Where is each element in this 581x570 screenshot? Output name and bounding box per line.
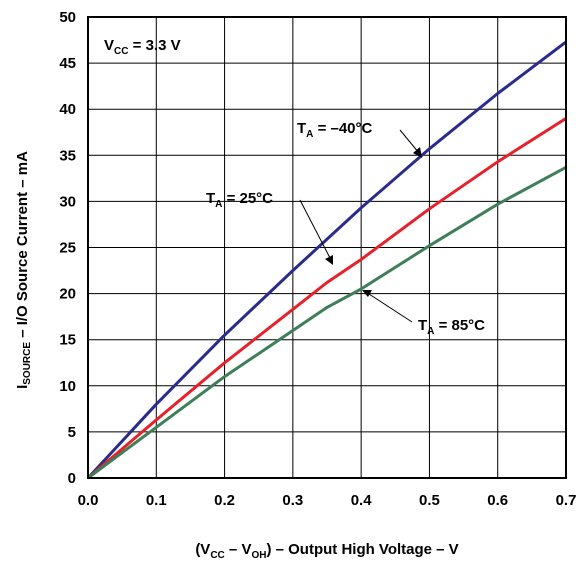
y-tick-label: 50 <box>59 9 76 26</box>
y-tick-label: 35 <box>59 147 76 164</box>
x-tick-label: 0.6 <box>487 492 508 509</box>
series-line-2 <box>87 165 567 480</box>
x-tick-label: 0.0 <box>78 492 99 509</box>
annotation-arrow-ta-25 <box>325 255 333 265</box>
annotation-leader-ta-minus40 <box>399 129 420 154</box>
annotation-ta-minus40: TA = –40°C <box>297 120 373 140</box>
series-lines <box>86 40 567 480</box>
y-tick-label: 10 <box>59 378 76 395</box>
annotation-arrow-ta-minus40 <box>413 147 422 158</box>
annotation-leader-ta-85 <box>368 293 413 323</box>
y-tick-label: 0 <box>68 470 76 487</box>
x-tick-label: 0.2 <box>214 492 235 509</box>
x-tick-label: 0.7 <box>556 492 577 509</box>
series-line-0 <box>86 40 567 480</box>
tick-labels: 0.0 0.1 0.2 0.3 0.4 0.5 0.6 0.7 0 5 10 15 20 25 30 35 40… <box>59 9 576 509</box>
x-tick-label: 0.4 <box>351 492 373 509</box>
annotation-leader-ta-25 <box>299 199 331 259</box>
x-tick-label: 0.5 <box>419 492 440 509</box>
condition-label: VCC = 3.3 V <box>104 37 181 57</box>
y-axis-label: ISOURCE – I/O Source Current – mA <box>14 151 33 389</box>
annotation-ta-85: TA = 85°C <box>418 317 485 337</box>
y-tick-label: 40 <box>59 101 76 118</box>
x-axis-label: (VCC – VOH) – Output High Voltage – V <box>195 541 458 561</box>
y-tick-label: 45 <box>59 55 76 72</box>
y-tick-label: 5 <box>68 424 76 441</box>
y-tick-label: 30 <box>59 193 76 210</box>
plot-frame <box>87 16 567 479</box>
annotation-ta-25: TA = 25°C <box>206 190 273 210</box>
y-tick-label: 20 <box>59 286 76 303</box>
series-annotations: TA = –40°C TA = 25°C TA = 85°C <box>206 120 485 337</box>
x-tick-label: 0.3 <box>282 492 303 509</box>
grid <box>88 17 566 478</box>
x-tick-label: 0.1 <box>146 492 167 509</box>
series-line-1 <box>87 117 567 480</box>
y-tick-label: 25 <box>59 240 76 257</box>
annotation-arrow-ta-85 <box>362 290 372 297</box>
y-tick-label: 15 <box>59 332 76 349</box>
